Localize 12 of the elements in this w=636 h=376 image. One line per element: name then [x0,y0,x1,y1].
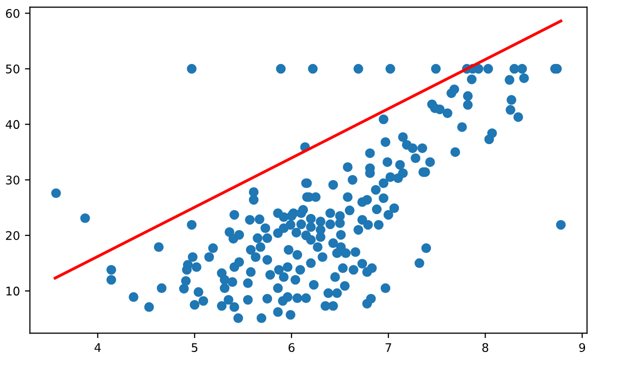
y-tick-label: 20 [6,231,20,240]
y-tick-label: 60 [6,8,20,18]
x-tick-label: 6 [288,343,295,352]
x-tick-label: 4 [94,343,101,352]
y-tick-label: 10 [6,286,20,296]
x-tick-label: 7 [386,343,392,352]
x-tick-label: 9 [579,343,586,352]
x-tick-label: 5 [192,343,198,352]
x-tick-label: 8 [482,343,488,352]
y-tick-label: 40 [6,120,20,129]
y-tick-label: 30 [6,176,20,185]
y-tick-label: 50 [6,64,20,74]
